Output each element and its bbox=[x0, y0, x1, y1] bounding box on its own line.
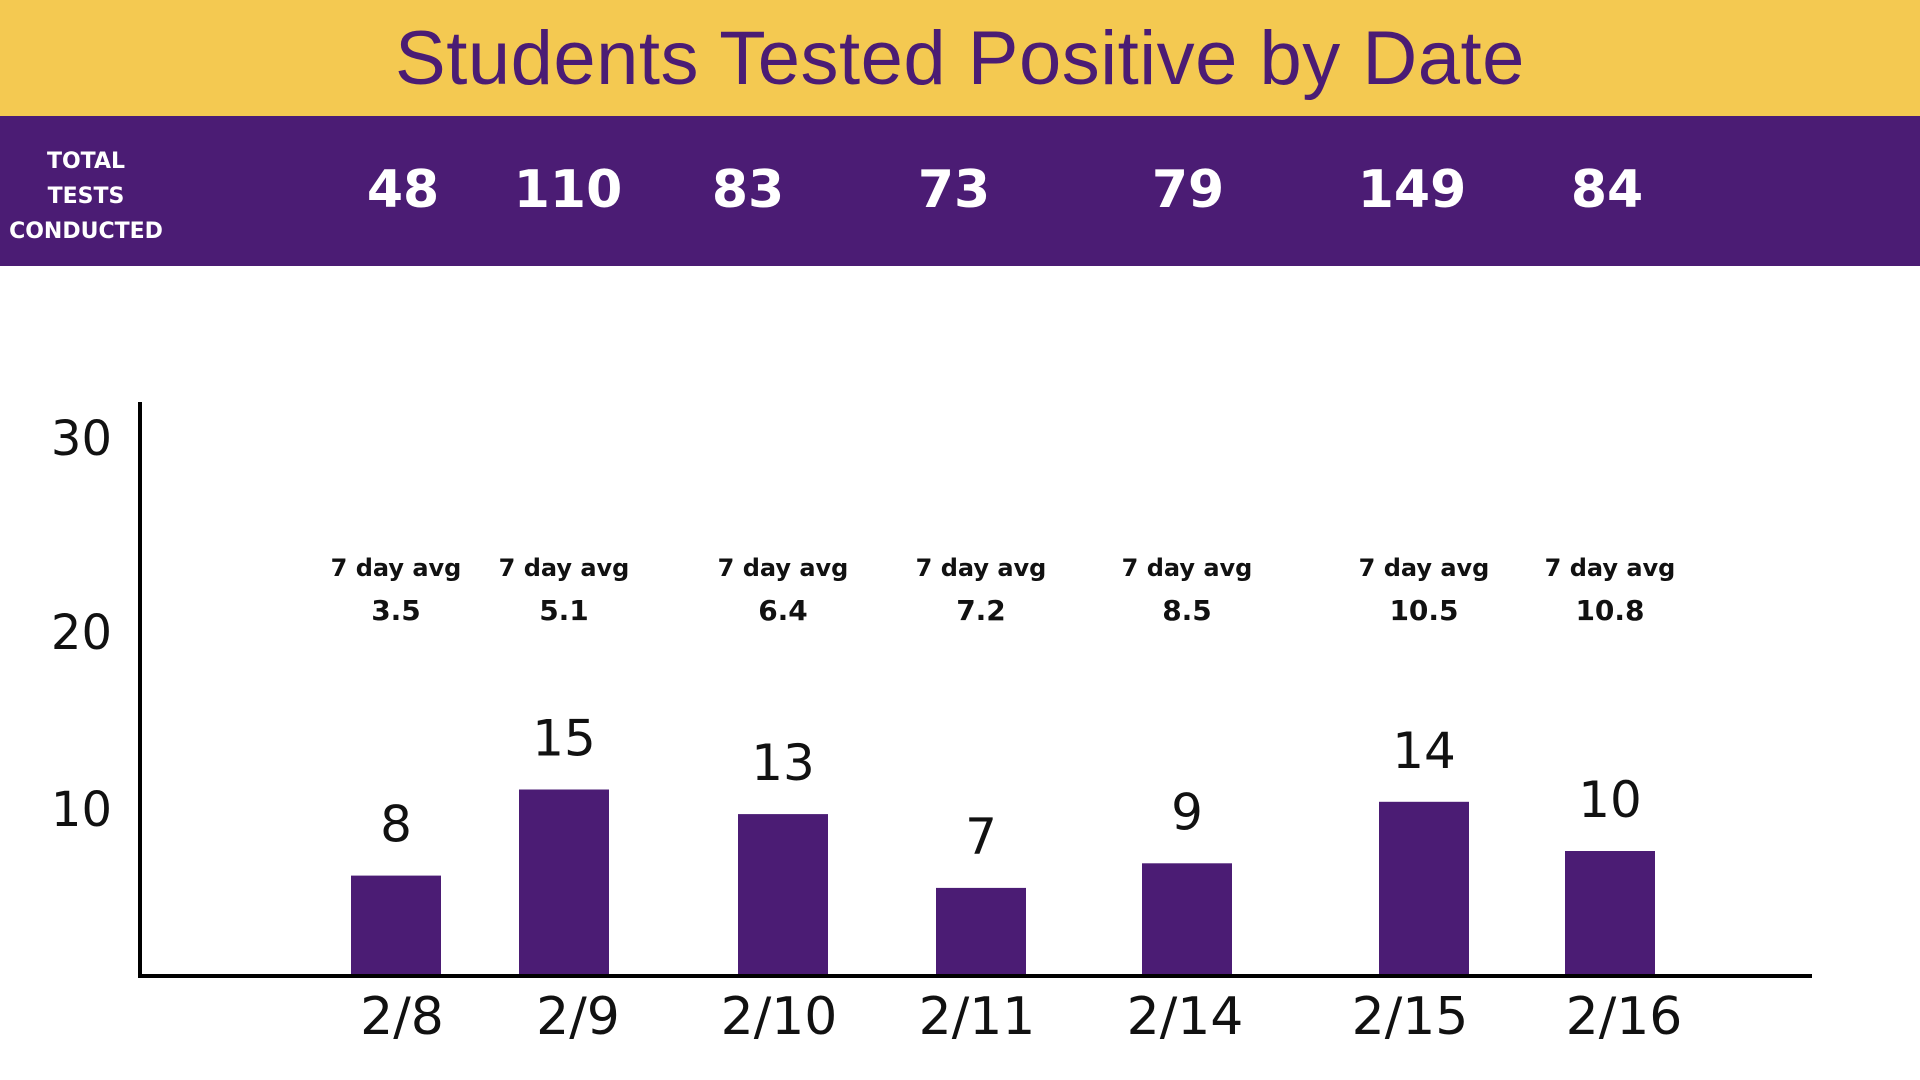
x-category-label: 2/10 bbox=[721, 987, 838, 1047]
test-count: 48 bbox=[366, 160, 440, 220]
total-tests-label: TOTAL TESTS CONDUCTED bbox=[0, 144, 172, 249]
y-tick-label: 10 bbox=[51, 782, 112, 838]
seven-day-avg-caption: 7 day avg bbox=[331, 554, 462, 582]
bar bbox=[1142, 863, 1232, 974]
test-count: 79 bbox=[1151, 160, 1225, 220]
seven-day-avg-value: 3.5 bbox=[371, 594, 421, 627]
bar-value-label: 7 bbox=[965, 808, 997, 866]
total-tests-banner: TOTAL TESTS CONDUCTED 48 110 83 73 79 14… bbox=[0, 116, 1920, 266]
seven-day-avg-value: 5.1 bbox=[539, 594, 589, 627]
test-count: 110 bbox=[513, 160, 623, 220]
x-category-label: 2/11 bbox=[919, 987, 1036, 1047]
seven-day-avg-value: 10.5 bbox=[1389, 594, 1458, 627]
x-category-label: 2/8 bbox=[360, 987, 444, 1047]
seven-day-avg-caption: 7 day avg bbox=[718, 554, 849, 582]
tests-label-line: TOTAL bbox=[46, 149, 126, 174]
bar bbox=[738, 814, 828, 974]
seven-day-avg-caption: 7 day avg bbox=[499, 554, 630, 582]
test-count: 84 bbox=[1570, 160, 1644, 220]
bar-value-label: 13 bbox=[751, 734, 815, 792]
seven-day-avg-value: 8.5 bbox=[1162, 594, 1212, 627]
bar-value-label: 9 bbox=[1171, 783, 1203, 841]
seven-day-avg-caption: 7 day avg bbox=[1122, 554, 1253, 582]
y-axis-ticks: 10 20 30 bbox=[51, 411, 112, 838]
x-category-label: 2/14 bbox=[1127, 987, 1244, 1047]
bar-labels: 8 7 day avg 3.5 2/8 15 7 day avg 5.1 2/9 13 7 day… bbox=[331, 554, 1683, 1047]
y-tick-label: 20 bbox=[51, 605, 112, 661]
test-count: 83 bbox=[711, 160, 785, 220]
tests-label-line: TESTS bbox=[47, 184, 125, 209]
seven-day-avg-caption: 7 day avg bbox=[1545, 554, 1676, 582]
bar-value-label: 8 bbox=[380, 796, 412, 854]
seven-day-avg-value: 10.8 bbox=[1575, 594, 1644, 627]
test-count: 149 bbox=[1357, 160, 1467, 220]
bar-value-label: 14 bbox=[1392, 722, 1456, 780]
y-tick-label: 30 bbox=[51, 411, 112, 467]
bar bbox=[936, 887, 1026, 974]
tests-label-line: CONDUCTED bbox=[9, 219, 163, 244]
bar-value-label: 10 bbox=[1578, 771, 1642, 829]
bar bbox=[519, 789, 609, 974]
test-count: 73 bbox=[917, 160, 991, 220]
seven-day-avg-value: 6.4 bbox=[758, 594, 808, 627]
seven-day-avg-caption: 7 day avg bbox=[1359, 554, 1490, 582]
x-category-label: 2/16 bbox=[1566, 987, 1683, 1047]
seven-day-avg-value: 7.2 bbox=[956, 594, 1006, 627]
bar bbox=[351, 875, 441, 974]
bar bbox=[1379, 801, 1469, 974]
bar bbox=[1565, 851, 1655, 974]
x-category-label: 2/15 bbox=[1352, 987, 1469, 1047]
seven-day-avg-caption: 7 day avg bbox=[916, 554, 1047, 582]
page-title: Students Tested Positive by Date bbox=[395, 15, 1525, 101]
title-banner: Students Tested Positive by Date bbox=[0, 0, 1920, 116]
bars bbox=[351, 789, 1655, 974]
bar-value-label: 15 bbox=[532, 710, 596, 768]
x-category-label: 2/9 bbox=[536, 987, 620, 1047]
